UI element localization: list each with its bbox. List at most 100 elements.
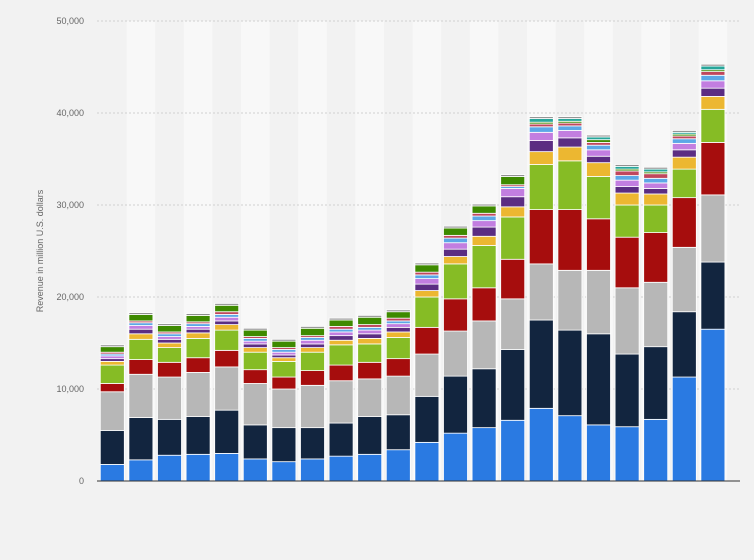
bar-segment[interactable] [328,317,354,321]
bar-segment[interactable] [357,453,383,482]
bar-segment[interactable] [586,136,611,141]
bar-segment[interactable] [586,139,611,143]
bar-segment[interactable] [586,218,611,271]
bar-segment[interactable] [586,333,611,426]
bar-segment[interactable] [271,360,297,378]
bar-segment[interactable] [671,376,697,482]
bar-segment[interactable] [643,346,669,420]
bar-segment[interactable] [500,419,526,482]
bar-segment[interactable] [357,314,383,318]
bar-segment[interactable] [528,118,554,123]
bar-segment[interactable] [157,336,182,340]
bar-segment[interactable] [471,212,497,217]
bar-segment[interactable] [242,337,268,342]
bar-segment[interactable] [700,328,726,482]
bar-segment[interactable] [557,269,583,331]
bar-segment[interactable] [500,216,526,260]
bar-segment[interactable] [414,262,440,266]
bar-segment[interactable] [586,162,611,177]
bar-segment[interactable] [385,337,411,360]
bar-segment[interactable] [443,263,468,300]
bar-segment[interactable] [471,320,497,370]
bar-segment[interactable] [528,140,554,153]
bar-segment[interactable] [528,263,554,321]
bar-segment[interactable] [185,337,211,359]
bar-segment[interactable] [443,225,468,229]
bar-segment[interactable] [99,383,125,393]
bar-segment[interactable] [357,337,383,345]
bar-segment[interactable] [128,328,154,335]
bar-segment[interactable] [557,415,583,482]
bar-segment[interactable] [557,329,583,417]
bar-segment[interactable] [471,203,497,207]
bar-segment[interactable] [300,458,325,482]
bar-segment[interactable] [328,335,354,341]
bar-segment[interactable] [328,344,354,366]
bar-segment[interactable] [157,325,182,333]
bar-segment[interactable] [557,116,583,119]
bar-segment[interactable] [214,349,240,368]
bar-segment[interactable] [185,416,211,455]
bar-segment[interactable] [557,160,583,210]
bar-segment[interactable] [128,322,154,326]
bar-segment[interactable] [557,130,583,139]
bar-segment[interactable] [385,375,411,416]
bar-segment[interactable] [242,343,268,349]
bar-segment[interactable] [528,131,554,142]
bar-segment[interactable] [385,317,411,322]
bar-segment[interactable] [471,215,497,222]
bar-segment[interactable] [357,324,383,328]
bar-segment[interactable] [500,258,526,300]
bar-segment[interactable] [271,354,297,359]
bar-segment[interactable] [700,71,726,76]
bar-segment[interactable] [185,326,211,330]
bar-segment[interactable] [214,409,240,454]
bar-segment[interactable] [185,453,211,482]
bar-segment[interactable] [385,320,411,325]
bar-segment[interactable] [271,388,297,429]
bar-segment[interactable] [157,361,182,378]
bar-segment[interactable] [700,74,726,82]
bar-segment[interactable] [586,424,611,482]
bar-segment[interactable] [471,226,497,237]
bar-segment[interactable] [700,142,726,196]
bar-segment[interactable] [214,316,240,322]
bar-segment[interactable] [357,378,383,418]
bar-segment[interactable] [557,146,583,162]
bar-segment[interactable] [328,364,354,382]
bar-segment[interactable] [671,135,697,140]
bar-segment[interactable] [300,427,325,460]
bar-segment[interactable] [99,355,125,360]
bar-segment[interactable] [643,281,669,348]
bar-segment[interactable] [328,331,354,337]
bar-segment[interactable] [214,314,240,318]
bar-segment[interactable] [586,134,611,138]
bar-segment[interactable] [643,177,669,184]
bar-segment[interactable] [242,369,268,384]
bar-segment[interactable] [300,339,325,345]
bar-segment[interactable] [214,303,240,306]
bar-segment[interactable] [671,149,697,158]
bar-segment[interactable] [671,197,697,248]
bar-segment[interactable] [471,245,497,289]
bar-segment[interactable] [586,149,611,157]
bar-segment[interactable] [99,391,125,431]
bar-segment[interactable] [300,343,325,349]
bar-segment[interactable] [643,168,669,173]
bar-segment[interactable] [614,204,640,238]
bar-segment[interactable] [385,449,411,482]
bar-segment[interactable] [157,342,182,348]
bar-segment[interactable] [214,311,240,315]
bar-segment[interactable] [443,330,468,377]
bar-segment[interactable] [443,298,468,332]
bar-segment[interactable] [586,269,611,335]
bar-segment[interactable] [99,346,125,353]
bar-segment[interactable] [471,287,497,322]
bar-segment[interactable] [271,357,297,362]
bar-segment[interactable] [528,123,554,128]
bar-segment[interactable] [385,358,411,377]
bar-segment[interactable] [614,426,640,482]
bar-segment[interactable] [414,283,440,291]
bar-segment[interactable] [128,314,154,322]
bar-segment[interactable] [128,417,154,461]
